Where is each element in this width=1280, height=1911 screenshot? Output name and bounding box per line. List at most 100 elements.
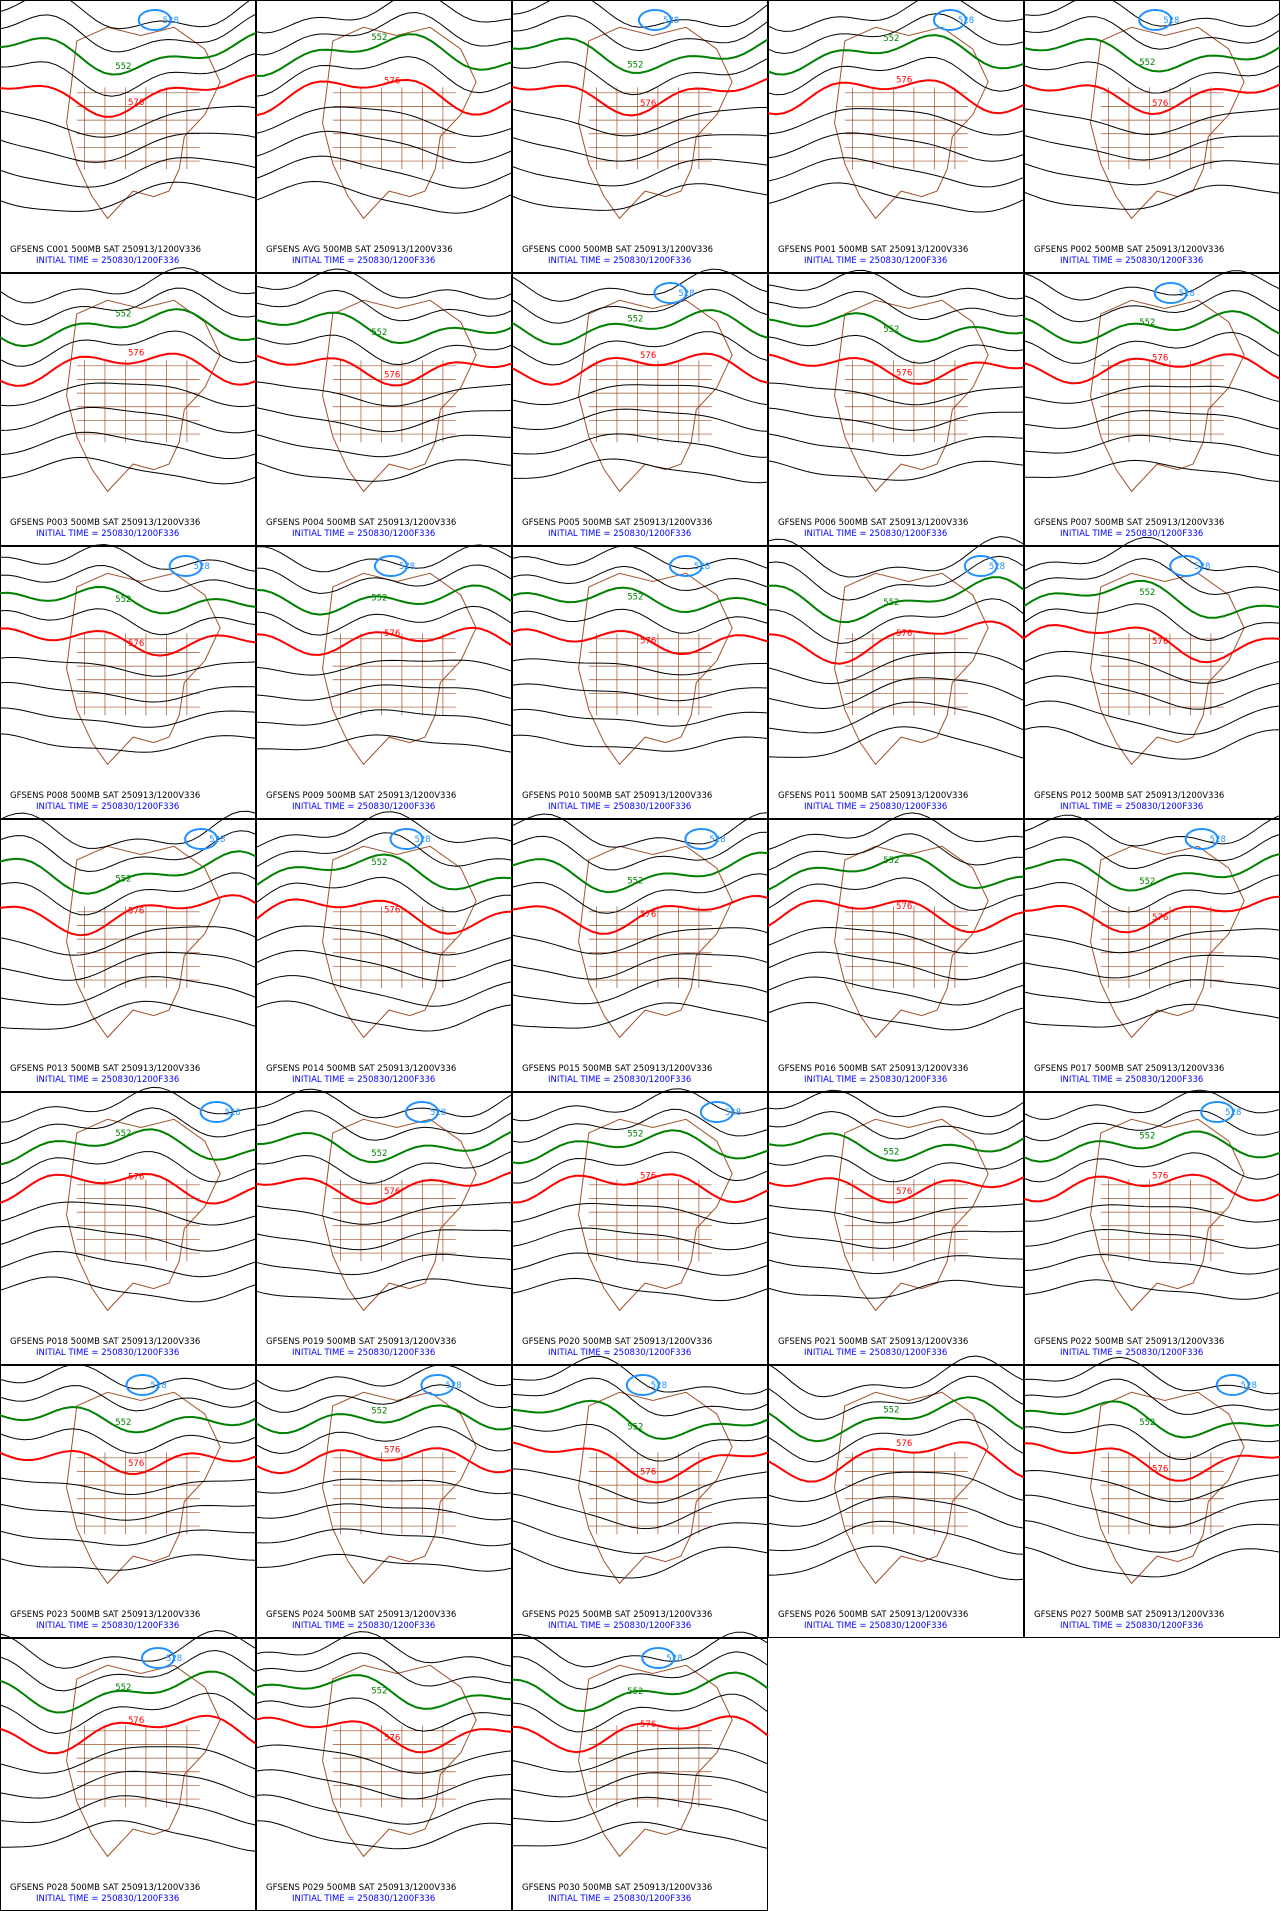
contour-label: 576 (896, 369, 912, 379)
panel-title: GFSENS P003 500MB SAT 250913/1200V336 (10, 518, 200, 528)
height-contour (1023, 954, 1280, 979)
initial-time: INITIAL TIME = 250830/1200F336 (804, 1348, 947, 1358)
contour-label: 576 (128, 639, 144, 649)
height-contour (0, 105, 257, 138)
height-contour (1023, 814, 1280, 847)
panel-frame (1024, 1092, 1280, 1365)
height-contour (511, 1399, 769, 1441)
height-contour (767, 854, 1025, 891)
height-contour (0, 1770, 257, 1799)
height-contour (0, 543, 257, 572)
height-contour (767, 132, 1025, 162)
height-contour (0, 707, 257, 728)
height-contour (1023, 1253, 1280, 1275)
height-contour (255, 949, 513, 982)
map-panel: 552 576 528 GFSENS P024 500MB SAT 250913/12… (255, 1364, 513, 1638)
height-contour (255, 709, 513, 727)
panel-title: GFSENS P009 500MB SAT 250913/1200V336 (266, 791, 456, 801)
panel-frame (0, 273, 256, 546)
contour-label: 552 (883, 856, 899, 866)
contour-label: 528 (651, 1381, 667, 1391)
height-contour (767, 1132, 1025, 1162)
height-contour (1023, 1378, 1280, 1415)
height-contour (0, 976, 257, 1006)
caption-bg (257, 1877, 511, 1909)
panel-frame (256, 546, 512, 819)
contour-label: 552 (115, 1129, 131, 1139)
contour-label: 528 (163, 16, 179, 26)
coastline (834, 1118, 989, 1312)
height-contour (767, 1255, 1025, 1275)
panel-title: GFSENS AVG 500MB SAT 250913/1200V336 (266, 245, 453, 255)
height-contour (767, 1230, 1025, 1249)
height-contour (767, 1355, 1025, 1398)
height-contour (255, 106, 513, 137)
height-contour (511, 851, 769, 894)
height-contour (767, 536, 1025, 578)
height-contour (0, 1405, 257, 1434)
contour-label: 576 (640, 910, 656, 920)
panel-title: GFSENS P012 500MB SAT 250913/1200V336 (1034, 791, 1224, 801)
panel-frame (0, 1365, 256, 1638)
panel-title: GFSENS P025 500MB SAT 250913/1200V336 (522, 1610, 712, 1620)
height-contour (255, 1652, 513, 1687)
contour-label: 552 (115, 310, 131, 320)
height-contour (767, 1471, 1025, 1503)
low-contour (699, 1101, 734, 1123)
low-contour (373, 555, 408, 577)
height-contour (255, 433, 513, 458)
height-contour (767, 1279, 1025, 1299)
contour-label: 552 (371, 33, 387, 43)
panel-frame (512, 546, 768, 819)
initial-time: INITIAL TIME = 250830/1200F336 (804, 1621, 947, 1631)
height-contour (255, 975, 513, 1007)
height-contour (1023, 184, 1280, 210)
height-contour (1023, 579, 1280, 619)
height-contour (767, 1155, 1025, 1183)
coastline (322, 299, 477, 493)
caption-bg (1025, 512, 1279, 544)
height-contour (511, 183, 769, 211)
height-contour (255, 1744, 513, 1774)
caption-bg (769, 1331, 1023, 1363)
height-contour (767, 460, 1025, 481)
low-contour (641, 1647, 676, 1669)
height-contour (255, 1364, 513, 1392)
height-contour (255, 334, 513, 366)
height-contour (255, 684, 513, 701)
height-contour (0, 1201, 257, 1226)
contour-label: 528 (1210, 835, 1226, 845)
contour-label: 552 (627, 1687, 643, 1697)
map-panel: 552 576 528 GFSENS P008 500MB SAT 250913/12… (0, 543, 257, 819)
panel-title: GFSENS C001 500MB SAT 250913/1200V336 (10, 245, 201, 255)
caption-bg (257, 239, 511, 271)
initial-time: INITIAL TIME = 250830/1200F336 (1060, 1621, 1203, 1631)
initial-time: INITIAL TIME = 250830/1200F336 (1060, 529, 1203, 539)
initial-time: INITIAL TIME = 250830/1200F336 (292, 1894, 435, 1904)
height-contour (255, 1716, 513, 1754)
contour-label: 528 (709, 835, 725, 845)
height-contour (1023, 108, 1280, 136)
height-contour (0, 1428, 257, 1455)
height-contour (255, 354, 513, 387)
low-contour (1200, 1101, 1235, 1123)
contour-label: 576 (384, 77, 400, 87)
height-contour (511, 1772, 769, 1798)
height-contour (0, 608, 257, 636)
contour-label: 528 (1241, 1381, 1257, 1391)
height-contour (511, 268, 769, 302)
coastline (66, 299, 221, 493)
initial-time: INITIAL TIME = 250830/1200F336 (36, 1348, 179, 1358)
height-contour (512, 1821, 769, 1849)
panel-title: GFSENS P014 500MB SAT 250913/1200V336 (266, 1064, 456, 1074)
caption-bg (513, 512, 767, 544)
contour-label: 576 (128, 1459, 144, 1469)
panel-title: GFSENS P024 500MB SAT 250913/1200V336 (266, 1610, 456, 1620)
height-contour (255, 584, 513, 616)
contour-label: 576 (896, 629, 912, 639)
caption-bg (257, 1604, 511, 1636)
coastline (66, 1664, 221, 1858)
height-contour (0, 267, 257, 304)
height-contour (767, 0, 1025, 32)
height-contour (767, 1375, 1025, 1420)
